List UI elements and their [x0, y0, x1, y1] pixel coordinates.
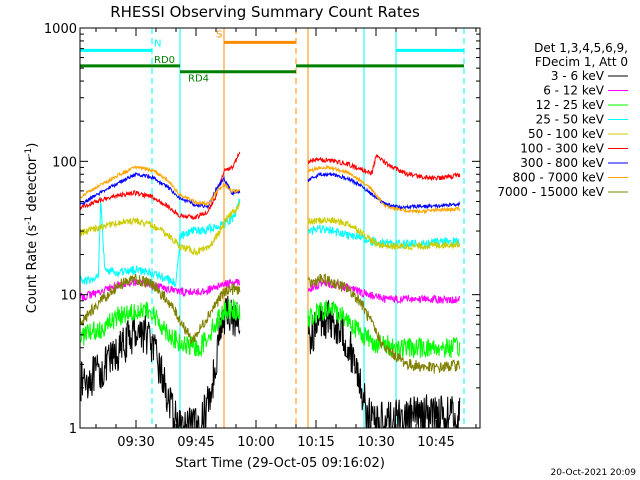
legend-label-25-50-kev: 25 - 50 keV	[536, 113, 605, 127]
series-100-300-kev	[79, 151, 461, 220]
series-300-800-kev-segment-1	[79, 171, 241, 210]
state-label-s: S	[216, 29, 222, 40]
axis-ticks: 09:30 09:45 10:00 10:15 10:30 10:45 1 10 100 1000	[44, 22, 480, 450]
legend-label-3-6-kev: 3 - 6 keV	[551, 69, 605, 83]
legend-header-line-1: Det 1,3,4,5,6,9,	[534, 41, 628, 55]
x-tick-label-10-30: 10:30	[357, 435, 394, 450]
series-800-7000-kev	[79, 164, 461, 215]
series-25-50-kev-segment-2	[307, 224, 461, 250]
legend-label-7000-15000-kev: 7000 - 15000 keV	[497, 185, 604, 199]
series-6-12-kev	[79, 278, 461, 305]
series-25-50-kev	[79, 198, 461, 287]
state-label-rd0: RD0	[154, 55, 175, 66]
series-800-7000-kev-segment-2	[307, 164, 461, 215]
legend-label-12-25-kev: 12 - 25 keV	[536, 98, 605, 112]
series-100-300-kev-segment-2	[307, 154, 461, 182]
chart-title: RHESSI Observing Summary Count Rates	[110, 3, 420, 21]
legend-header-line-2: FDecim 1, Att 0	[535, 55, 628, 69]
legend: Det 1,3,4,5,6,9, FDecim 1, Att 0 3 - 6 k…	[497, 41, 628, 199]
legend-label-6-12-kev: 6 - 12 keV	[543, 84, 605, 98]
y-tick-label-1000: 1000	[44, 22, 77, 37]
plot-area: N S RD0 RD4 09:30 09:45 10:00 10:15 10:30 10:45 1…	[44, 22, 481, 450]
y-axis-label: Count Rate (s-1 detector-1)	[24, 143, 40, 314]
legend-label-300-800-kev: 300 - 800 keV	[520, 156, 604, 170]
series-50-100-kev-segment-2	[307, 216, 461, 251]
x-axis-label: Start Time (29-Oct-05 09:16:02)	[175, 456, 385, 471]
x-tick-label-10-15: 10:15	[297, 435, 334, 450]
series-300-800-kev	[79, 171, 461, 211]
series-7000-15000-kev-segment-1	[79, 273, 241, 345]
series-7000-15000-kev-segment-2	[307, 272, 461, 374]
y-tick-label-100: 100	[52, 155, 77, 170]
state-label-rd4: RD4	[188, 74, 209, 85]
series-50-100-kev	[79, 201, 461, 257]
series-25-50-kev-segment-1	[79, 198, 241, 287]
x-tick-label-10-00: 10:00	[237, 435, 274, 450]
series-100-300-kev-segment-1	[79, 151, 241, 220]
series-lines	[79, 151, 461, 430]
y-tick-label-10: 10	[60, 289, 77, 304]
series-300-800-kev-segment-2	[307, 171, 461, 211]
series-12-25-kev-segment-1	[79, 299, 241, 358]
state-label-n: N	[154, 38, 161, 49]
series-3-6-kev-segment-1	[79, 295, 241, 429]
series-50-100-kev-segment-1	[79, 201, 241, 257]
series-6-12-kev-segment-2	[307, 278, 461, 305]
state-bars: N S RD0 RD4	[80, 29, 464, 85]
series-6-12-kev-segment-1	[79, 278, 241, 302]
legend-label-50-100-kev: 50 - 100 keV	[528, 127, 605, 141]
x-tick-label-10-45: 10:45	[417, 435, 454, 450]
generated-timestamp: 20-Oct-2021 20:09	[551, 468, 637, 478]
x-tick-label-09-45: 09:45	[177, 435, 214, 450]
x-tick-label-09-30: 09:30	[117, 435, 154, 450]
y-tick-label-1: 1	[69, 422, 77, 437]
series-7000-15000-kev	[79, 272, 461, 374]
plot-frame	[79, 27, 481, 429]
legend-label-100-300-kev: 100 - 300 keV	[520, 142, 604, 156]
series-800-7000-kev-segment-1	[79, 165, 241, 207]
legend-label-800-7000-kev: 800 - 7000 keV	[513, 171, 605, 185]
